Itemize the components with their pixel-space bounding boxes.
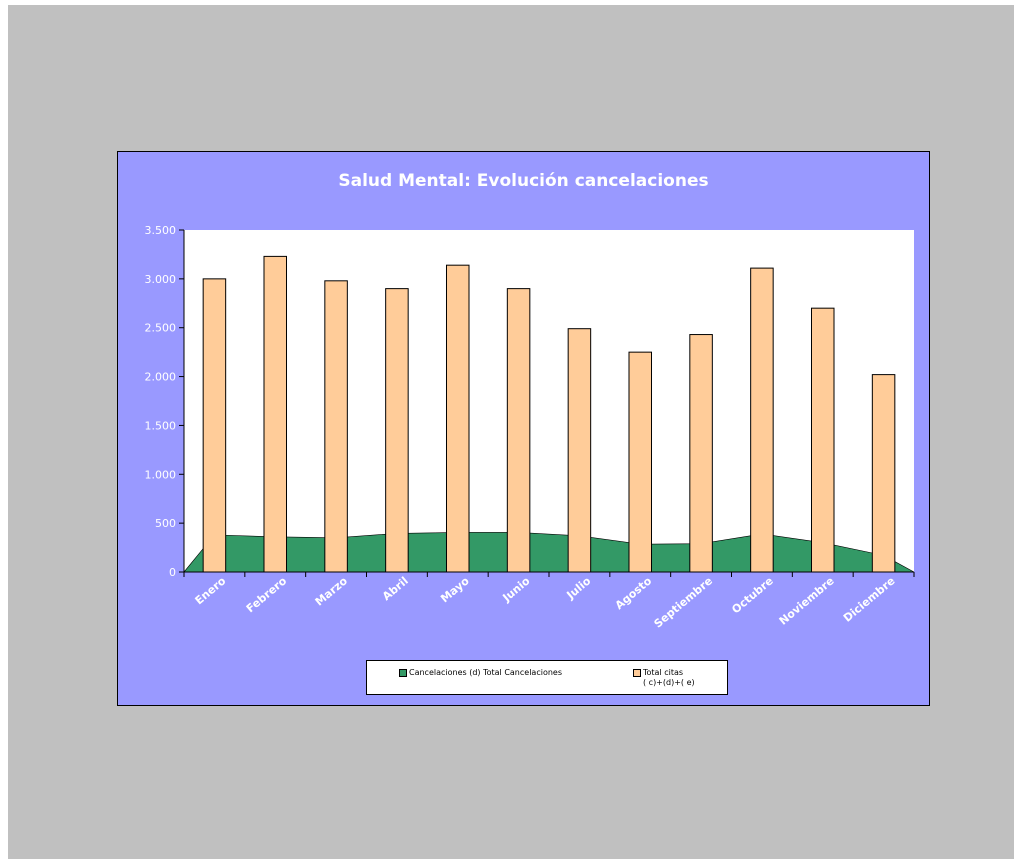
bar-marzo [324,280,348,573]
chart-legend: Cancelaciones (d) Total Cancelaciones To… [366,660,728,695]
legend-swatch-total-citas [633,669,641,677]
chart-area: Salud Mental: Evolución cancelaciones 0 5… [117,151,930,706]
bar-junio [506,288,531,573]
plot-background [184,230,914,572]
bar-febrero [263,255,288,573]
legend-label-cancelaciones: Cancelaciones (d) Total Cancelaciones [409,668,562,677]
y-tick-label: 3.500 [145,224,177,237]
bar-abril [385,288,409,573]
bar-enero [202,278,227,573]
y-tick-label: 2.000 [145,371,177,384]
x-tick-label: Mayo [438,574,472,605]
x-tick-label: Marzo [313,574,351,609]
legend-item-total-citas: Total citas ( c)+(d)+( e) [633,668,695,688]
legend-item-cancelaciones: Cancelaciones (d) Total Cancelaciones [399,668,562,678]
y-tick-label: 1.500 [145,419,177,432]
chart-title: Salud Mental: Evolución cancelaciones [338,171,709,191]
y-tick-label: 0 [169,566,176,579]
bar-noviembre [810,307,835,573]
bar-octubre [750,267,774,573]
legend-label-total-citas: Total citas ( c)+(d)+( e) [643,668,695,687]
x-tick-label: Diciembre [841,574,898,624]
bar-septiembre [689,334,713,573]
x-tick-label: Julio [564,574,594,602]
x-tick-label: Abril [380,574,411,603]
chart-plot: 0 500 1.000 1.500 2.000 2.500 3.000 3.500 Enero F… [145,224,915,631]
bar-mayo [445,264,470,573]
x-tick-label: Junio [500,574,533,605]
y-tick-label: 1.000 [145,468,177,481]
x-tick-label: Enero [193,574,229,607]
bar-julio [567,328,592,573]
x-tick-label: Agosto [613,574,655,612]
x-tick-label: Noviembre [777,574,837,627]
bar-diciembre [871,374,896,573]
x-tick-label: Septiembre [652,574,715,630]
bar-agosto [628,351,653,573]
y-tick-label: 3.000 [145,273,177,286]
x-tick-label: Octubre [729,574,775,616]
x-tick-label: Febrero [244,574,290,615]
y-tick-label: 2.500 [145,322,177,335]
page-background: Salud Mental: Evolución cancelaciones 0 5… [8,5,1014,859]
y-tick-label: 500 [155,517,176,530]
legend-swatch-cancelaciones [399,669,407,677]
